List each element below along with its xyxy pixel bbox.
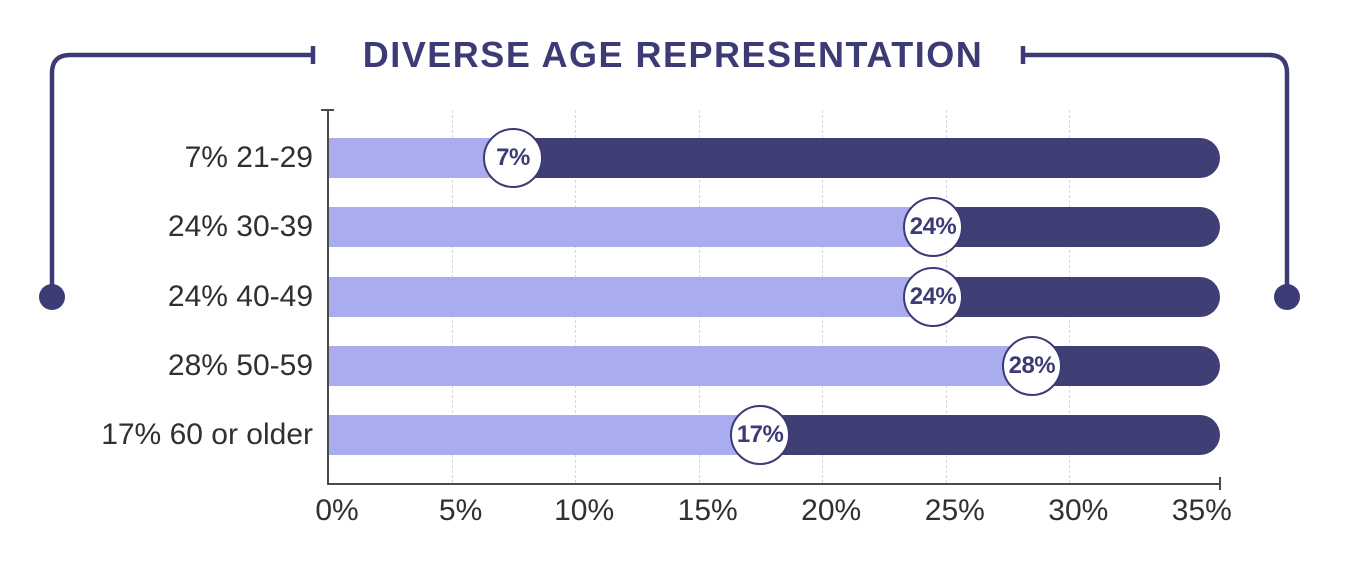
x-tick-label-0%: 0%	[315, 494, 359, 527]
bracket-right-dot	[1274, 284, 1300, 310]
value-badge-30-39: 24%	[903, 197, 963, 258]
bracket-left-dot	[39, 284, 65, 310]
x-axis-end-tick	[1219, 477, 1221, 490]
y-axis-top-tick	[321, 109, 334, 111]
row-label-40-49: 24% 40-49	[167, 279, 313, 313]
x-tick-label-30%: 30%	[1048, 494, 1109, 527]
x-axis-line	[327, 483, 1221, 485]
row-label-50-59: 28% 50-59	[167, 348, 313, 382]
bar-fill-50-59	[328, 345, 1032, 386]
chart-title: DIVERSE AGE REPRESENTATION	[362, 34, 984, 75]
bar-fill-21-29	[328, 138, 513, 178]
value-badge-40-49: 24%	[903, 266, 963, 327]
bar-fill-60 or older	[328, 415, 761, 455]
value-badge-21-29: 7%	[483, 128, 543, 188]
x-tick-label-35%: 35%	[1171, 494, 1232, 527]
x-tick-label-5%: 5%	[438, 494, 483, 527]
x-tick-label-10%: 10%	[554, 494, 615, 527]
x-tick-label-25%: 25%	[924, 494, 985, 527]
row-label-30-39: 24% 30-39	[167, 210, 313, 244]
x-tick-label-20%: 20%	[801, 494, 862, 527]
value-badge-60 or older: 17%	[730, 405, 791, 465]
bar-fill-30-39	[328, 207, 933, 248]
y-axis-line	[327, 110, 329, 484]
bar-fill-40-49	[328, 276, 933, 317]
row-label-21-29: 7% 21-29	[184, 141, 313, 174]
row-label-60 or older: 17% 60 or older	[101, 418, 313, 451]
value-badge-50-59: 28%	[1001, 335, 1062, 396]
x-tick-label-15%: 15%	[677, 494, 738, 527]
